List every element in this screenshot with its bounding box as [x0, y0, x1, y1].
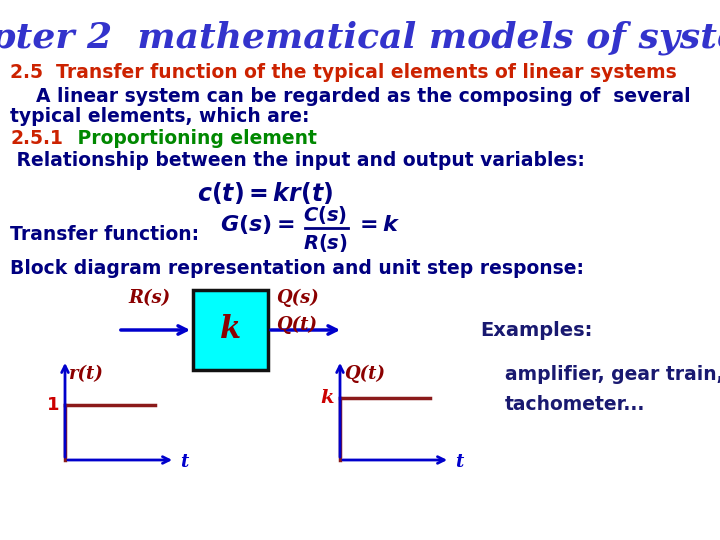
Text: t: t: [455, 453, 464, 471]
Text: Q(t): Q(t): [276, 316, 317, 334]
Text: r(t): r(t): [69, 365, 104, 383]
Text: $\boldsymbol{C(s)}$: $\boldsymbol{C(s)}$: [303, 204, 347, 226]
Text: Transfer function:: Transfer function:: [10, 226, 199, 245]
Text: 1: 1: [47, 396, 59, 414]
Text: Examples:: Examples:: [480, 321, 593, 340]
Text: $\boldsymbol{G(s)=}$: $\boldsymbol{G(s)=}$: [220, 213, 294, 237]
Text: typical elements, which are:: typical elements, which are:: [10, 106, 310, 125]
Text: t: t: [180, 453, 189, 471]
Text: Chapter 2  mathematical models of systems: Chapter 2 mathematical models of systems: [0, 21, 720, 55]
Text: tachometer...: tachometer...: [505, 395, 645, 415]
Bar: [193, 290, 268, 370]
Text: $\boldsymbol{c(t) = kr(t)}$: $\boldsymbol{c(t) = kr(t)}$: [197, 180, 333, 206]
Text: Block diagram representation and unit step response:: Block diagram representation and unit st…: [10, 259, 584, 278]
Text: $\boldsymbol{R(s)}$: $\boldsymbol{R(s)}$: [302, 232, 347, 254]
Text: $\boldsymbol{= k}$: $\boldsymbol{= k}$: [355, 214, 400, 236]
Text: k: k: [320, 389, 334, 407]
Text: A linear system can be regarded as the composing of  several: A linear system can be regarded as the c…: [10, 87, 690, 106]
Text: Q(s): Q(s): [276, 289, 319, 307]
Text: 2.5  Transfer function of the typical elements of linear systems: 2.5 Transfer function of the typical ele…: [10, 63, 677, 82]
Text: amplifier, gear train,: amplifier, gear train,: [505, 366, 720, 384]
Text: Proportioning element: Proportioning element: [58, 129, 317, 147]
Text: 2.5.1: 2.5.1: [10, 129, 63, 147]
Text: Q(t): Q(t): [344, 365, 385, 383]
Text: R(s): R(s): [128, 289, 170, 307]
Text: Relationship between the input and output variables:: Relationship between the input and outpu…: [10, 151, 585, 170]
Text: k: k: [220, 314, 241, 346]
